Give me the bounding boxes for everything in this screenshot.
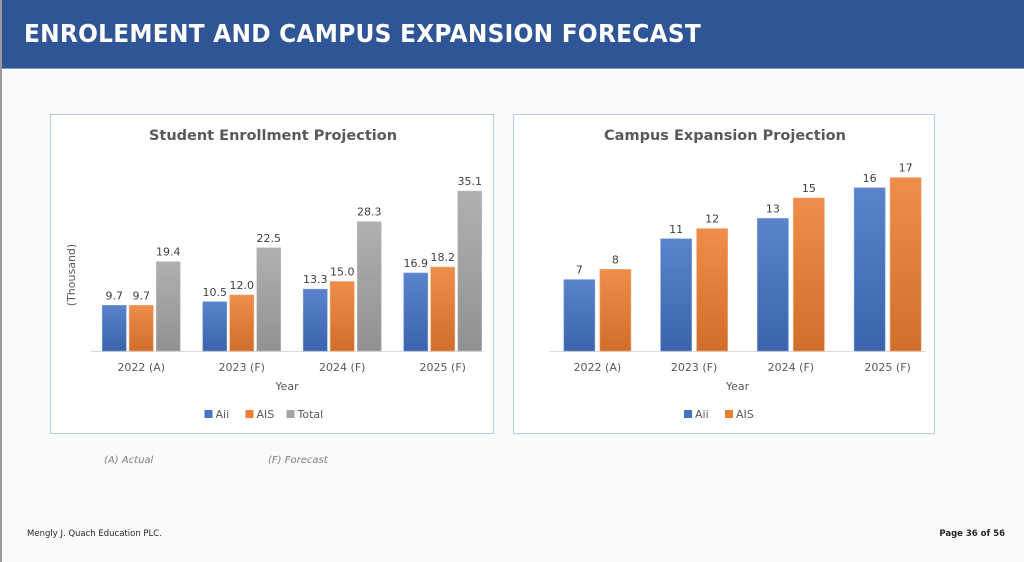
y-axis-title: (Thousand) <box>65 244 78 306</box>
bar-ais-3 <box>889 177 922 352</box>
slide-header: ENROLEMENT AND CAMPUS EXPANSION FORECAST <box>2 0 1024 69</box>
data-label-aii-1: 11 <box>669 223 683 236</box>
bar-ais-2 <box>793 197 825 352</box>
data-label-ais-1: 12 <box>705 213 719 226</box>
data-label-aii-2: 13 <box>766 202 780 215</box>
data-label-aii-1: 10.5 <box>203 286 228 299</box>
bar-ais-1 <box>229 294 255 352</box>
footer-page-number: Page 36 of 56 <box>939 529 1005 539</box>
legend-label-aii: Aii <box>695 408 709 421</box>
legend-swatch-ais <box>245 410 254 418</box>
x-tick-label: 2024 (F) <box>319 361 365 374</box>
x-tick-label: 2024 (F) <box>768 361 814 374</box>
x-tick-label: 2022 (A) <box>117 361 165 374</box>
bar-ais-3 <box>430 266 456 352</box>
legend-label-ais: AIS <box>736 408 754 421</box>
legend-swatch-aii <box>684 410 692 418</box>
bar-aii-0 <box>563 279 596 352</box>
data-label-aii-3: 16 <box>863 172 877 185</box>
legend-label-total: Total <box>297 408 324 421</box>
x-tick-label: 2023 (F) <box>671 361 717 374</box>
bar-total-1 <box>256 247 282 352</box>
bar-aii-1 <box>660 238 692 352</box>
data-label-ais-1: 12.0 <box>230 279 255 292</box>
data-label-aii-3: 16.9 <box>404 257 429 270</box>
chart-title: Campus Expansion Projection <box>604 128 846 144</box>
slide-left-edge <box>0 0 2 562</box>
x-tick-label: 2025 (F) <box>864 361 910 374</box>
data-label-total-3: 35.1 <box>458 175 483 188</box>
data-label-ais-0: 9.7 <box>133 289 151 302</box>
bar-aii-1 <box>202 301 228 352</box>
data-label-aii-2: 13.3 <box>303 273 328 286</box>
chart-title: Student Enrollment Projection <box>149 128 397 144</box>
note-actual: (A) Actual <box>104 455 154 466</box>
x-tick-label: 2023 (F) <box>219 361 265 374</box>
data-label-ais-3: 18.2 <box>431 251 456 264</box>
data-label-aii-0: 7 <box>576 264 583 277</box>
x-tick-label: 2025 (F) <box>420 361 466 374</box>
data-label-aii-0: 9.7 <box>106 289 124 302</box>
student-enrollment-chart: Student Enrollment Projection (Thousand) 9… <box>50 114 494 434</box>
data-label-ais-3: 17 <box>899 162 913 175</box>
data-label-ais-0: 8 <box>612 253 619 266</box>
bar-aii-3 <box>853 187 886 352</box>
bar-total-2 <box>356 221 382 352</box>
slide-title: ENROLEMENT AND CAMPUS EXPANSION FORECAST <box>24 19 702 48</box>
bar-aii-2 <box>757 218 789 352</box>
bar-ais-1 <box>696 228 728 352</box>
data-label-total-1: 22.5 <box>257 232 282 245</box>
legend-swatch-total <box>286 410 295 418</box>
campus-expansion-chart: Campus Expansion Projection 7 8 2022 (A) 11 1… <box>513 114 935 434</box>
x-tick-label: 2022 (A) <box>574 361 622 374</box>
x-axis-title: Year <box>274 380 299 393</box>
campus-expansion-chart-svg: Campus Expansion Projection 7 8 2022 (A) 11 1… <box>549 128 926 421</box>
bar-ais-0 <box>128 305 154 352</box>
bar-aii-0 <box>101 305 127 352</box>
legend-swatch-aii <box>204 410 213 418</box>
data-label-total-0: 19.4 <box>156 246 181 259</box>
legend-label-ais: AIS <box>257 408 275 421</box>
data-label-ais-2: 15.0 <box>330 266 355 279</box>
data-label-ais-2: 15 <box>802 182 816 195</box>
bar-total-0 <box>155 261 181 352</box>
footer-company: Mengly J. Quach Education PLC. <box>27 529 162 539</box>
bar-aii-2 <box>302 288 328 352</box>
bar-ais-2 <box>329 281 355 352</box>
data-label-total-2: 28.3 <box>357 206 382 219</box>
bar-total-3 <box>457 190 483 352</box>
bar-ais-0 <box>599 269 632 352</box>
note-forecast: (F) Forecast <box>268 455 328 466</box>
x-axis-title: Year <box>725 380 750 393</box>
student-enrollment-chart-svg: Student Enrollment Projection (Thousand) 9… <box>65 128 483 421</box>
legend-swatch-ais <box>725 410 733 418</box>
legend-label-aii: Aii <box>216 408 230 421</box>
bar-aii-3 <box>403 272 429 352</box>
